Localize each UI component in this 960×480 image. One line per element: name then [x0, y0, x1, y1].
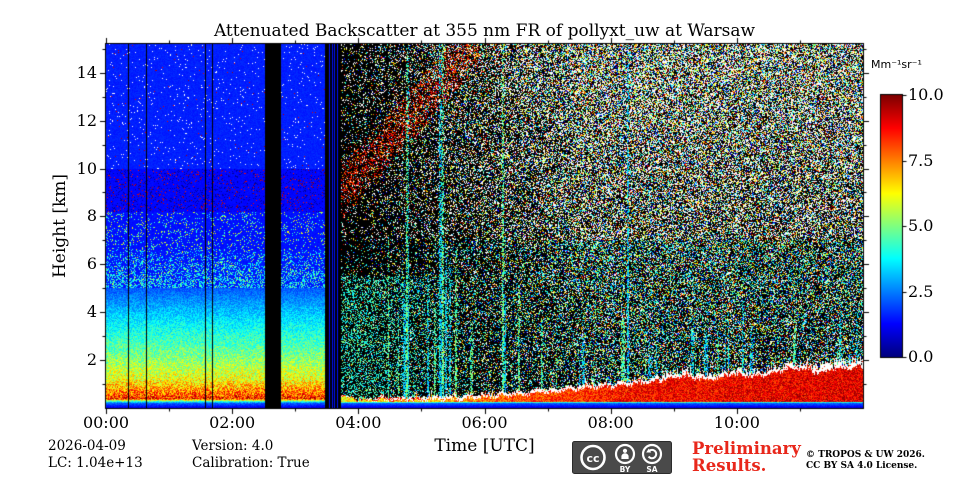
sa-arrowhead-icon: [646, 448, 652, 453]
footer-lidar-constant: LC: 1.04e+13: [48, 455, 143, 471]
person-icon: [622, 448, 628, 453]
sa-circle: [641, 443, 663, 465]
footer-version: Version: 4.0: [192, 438, 274, 454]
y-tick-label: 14: [76, 62, 97, 82]
colorbar-unit-label: Mm⁻¹sr⁻¹: [871, 58, 922, 71]
x-axis-label: Time [UTC]: [434, 436, 535, 456]
colorbar-tick-label: 7.5: [908, 150, 934, 170]
by-circle: [614, 443, 636, 465]
colorbar-tick-label: 0.0: [908, 347, 934, 366]
by-label: BY: [620, 465, 631, 474]
sa-label: SA: [646, 465, 657, 474]
x-tick-label: 06:00: [461, 413, 508, 432]
copyright-note: © TROPOS & UW 2026. CC BY SA 4.0 License…: [806, 450, 925, 472]
chart-title: Attenuated Backscatter at 355 nm FR of p…: [213, 21, 756, 41]
y-tick-label: 6: [86, 254, 97, 274]
x-tick-label: 04:00: [335, 413, 382, 432]
y-tick-label: 10: [76, 158, 97, 178]
x-tick-label: 08:00: [587, 413, 634, 432]
sa-arrow-icon: [647, 448, 658, 460]
colorbar-tick-label: 10.0: [908, 85, 944, 104]
colorbar-tick-label: 5.0: [908, 216, 934, 235]
preliminary-results-note: Preliminary Results.: [692, 439, 801, 475]
y-tick-label: 2: [86, 350, 97, 370]
footer-date: 2026-04-09: [48, 438, 126, 454]
person-body-icon: [621, 453, 629, 459]
x-tick-label: 10:00: [713, 413, 760, 432]
x-tick-label: 02:00: [209, 413, 256, 432]
copyright-line2: CC BY SA 4.0 License.: [806, 461, 918, 471]
y-tick-label: 4: [86, 302, 97, 322]
footer-calibration: Calibration: True: [192, 455, 310, 471]
cc-circle-icon: [580, 444, 606, 471]
copyright-line1: © TROPOS & UW 2026.: [806, 450, 925, 460]
cc-letters: cc: [586, 452, 599, 465]
x-tick-label: 00:00: [82, 413, 130, 432]
cc-by-sa-badge: cc BY SA: [572, 441, 672, 474]
colorbar-tick-label: 2.5: [908, 281, 934, 301]
y-tick-label: 12: [76, 110, 97, 130]
y-tick-label: 8: [86, 206, 97, 226]
